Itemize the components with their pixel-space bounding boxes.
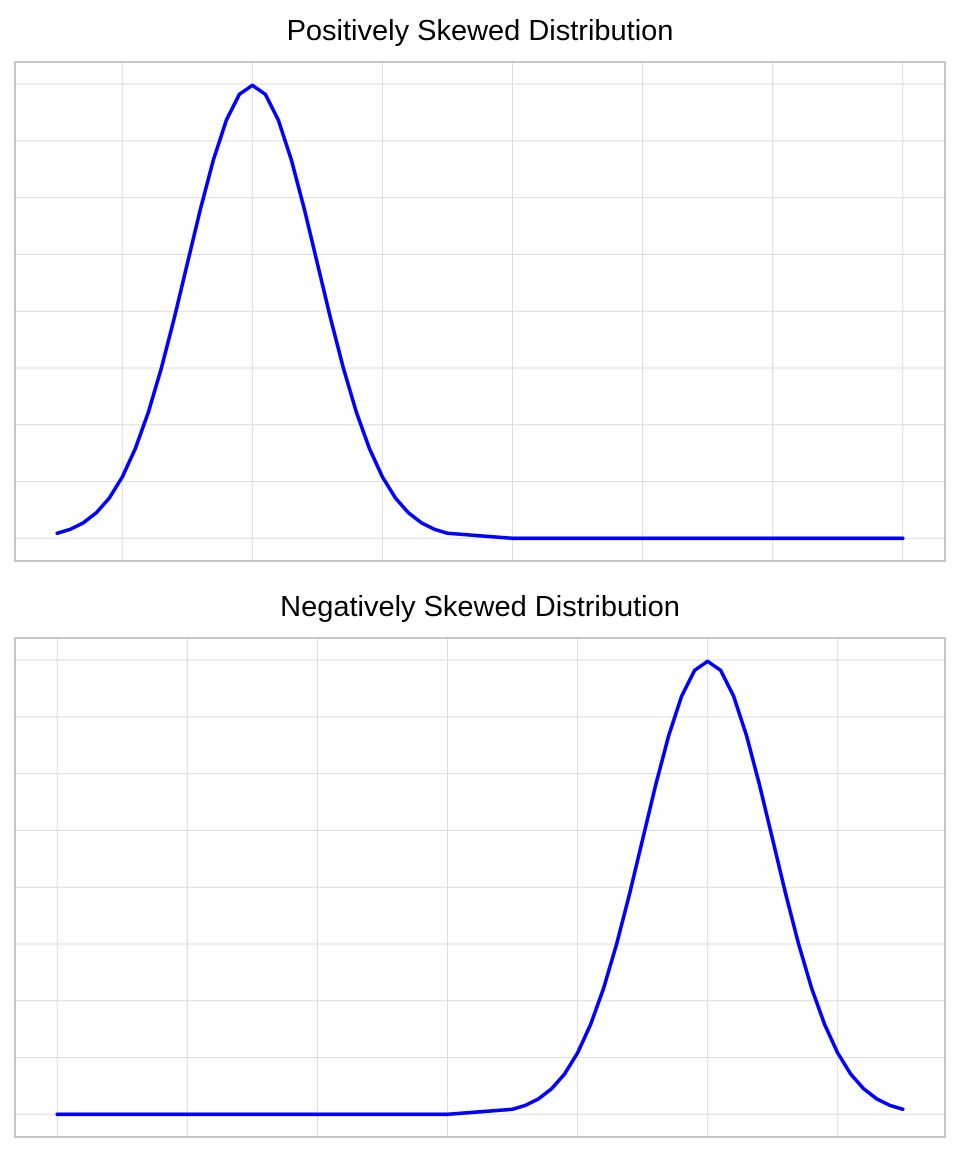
panel-negative-skew: [14, 637, 946, 1138]
chart-title-positive: Positively Skewed Distribution: [287, 15, 674, 47]
chart-title-negative: Negatively Skewed Distribution: [280, 591, 680, 623]
panel-border: [14, 61, 946, 562]
panel-border: [14, 637, 946, 1138]
density-curve: [55, 659, 905, 1117]
panel-positive-skew: [14, 61, 946, 562]
density-curve: [55, 83, 905, 541]
